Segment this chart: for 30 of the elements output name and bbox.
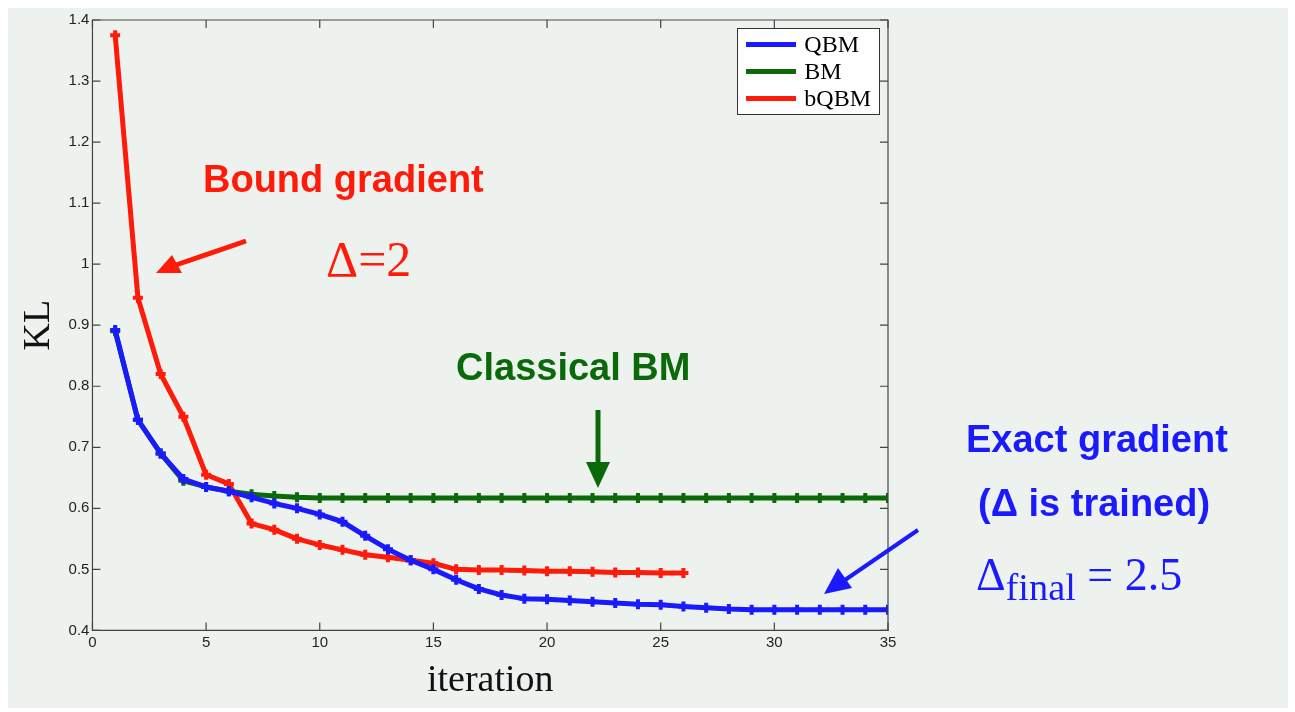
legend-label: BM xyxy=(804,58,842,85)
y-tick-label: 1.3 xyxy=(68,71,90,89)
x-tick-label: 0 xyxy=(88,632,97,650)
y-axis-title: KL xyxy=(14,299,57,351)
legend-label: bQBM xyxy=(804,85,871,112)
x-tick-label: 5 xyxy=(201,632,211,650)
y-tick-label: 0.9 xyxy=(68,315,90,333)
annotation: Bound gradient xyxy=(203,158,484,201)
y-tick-label: 1.2 xyxy=(68,132,90,150)
text: Exact gradient xyxy=(966,418,1228,461)
text: (Δ is trained) xyxy=(978,482,1211,525)
x-tick-label: 10 xyxy=(311,632,329,650)
y-tick-label: 0.6 xyxy=(68,498,90,516)
annotation: Classical BM xyxy=(456,346,691,389)
y-tick-label: 1.1 xyxy=(68,193,90,211)
legend-label: QBM xyxy=(804,31,859,58)
y-tick-label: 0.5 xyxy=(68,559,90,577)
x-tick-label: 25 xyxy=(652,632,670,650)
x-tick-label: 35 xyxy=(879,632,897,650)
y-tick-label: 0.4 xyxy=(68,620,90,638)
x-tick-label: 20 xyxy=(538,632,556,650)
y-tick-label: 0.7 xyxy=(68,437,90,455)
y-tick-label: 1 xyxy=(81,254,90,272)
x-tick-label: 30 xyxy=(766,632,783,650)
annotation: Δ=2 xyxy=(326,230,412,288)
text: Δ$_{final}$ = 2.5 xyxy=(976,548,1183,610)
x-axis-title: iteration xyxy=(426,657,554,700)
y-tick-label: 0.8 xyxy=(68,376,90,394)
y-tick-label: 1.4 xyxy=(68,10,90,28)
x-tick-label: 15 xyxy=(425,632,442,650)
